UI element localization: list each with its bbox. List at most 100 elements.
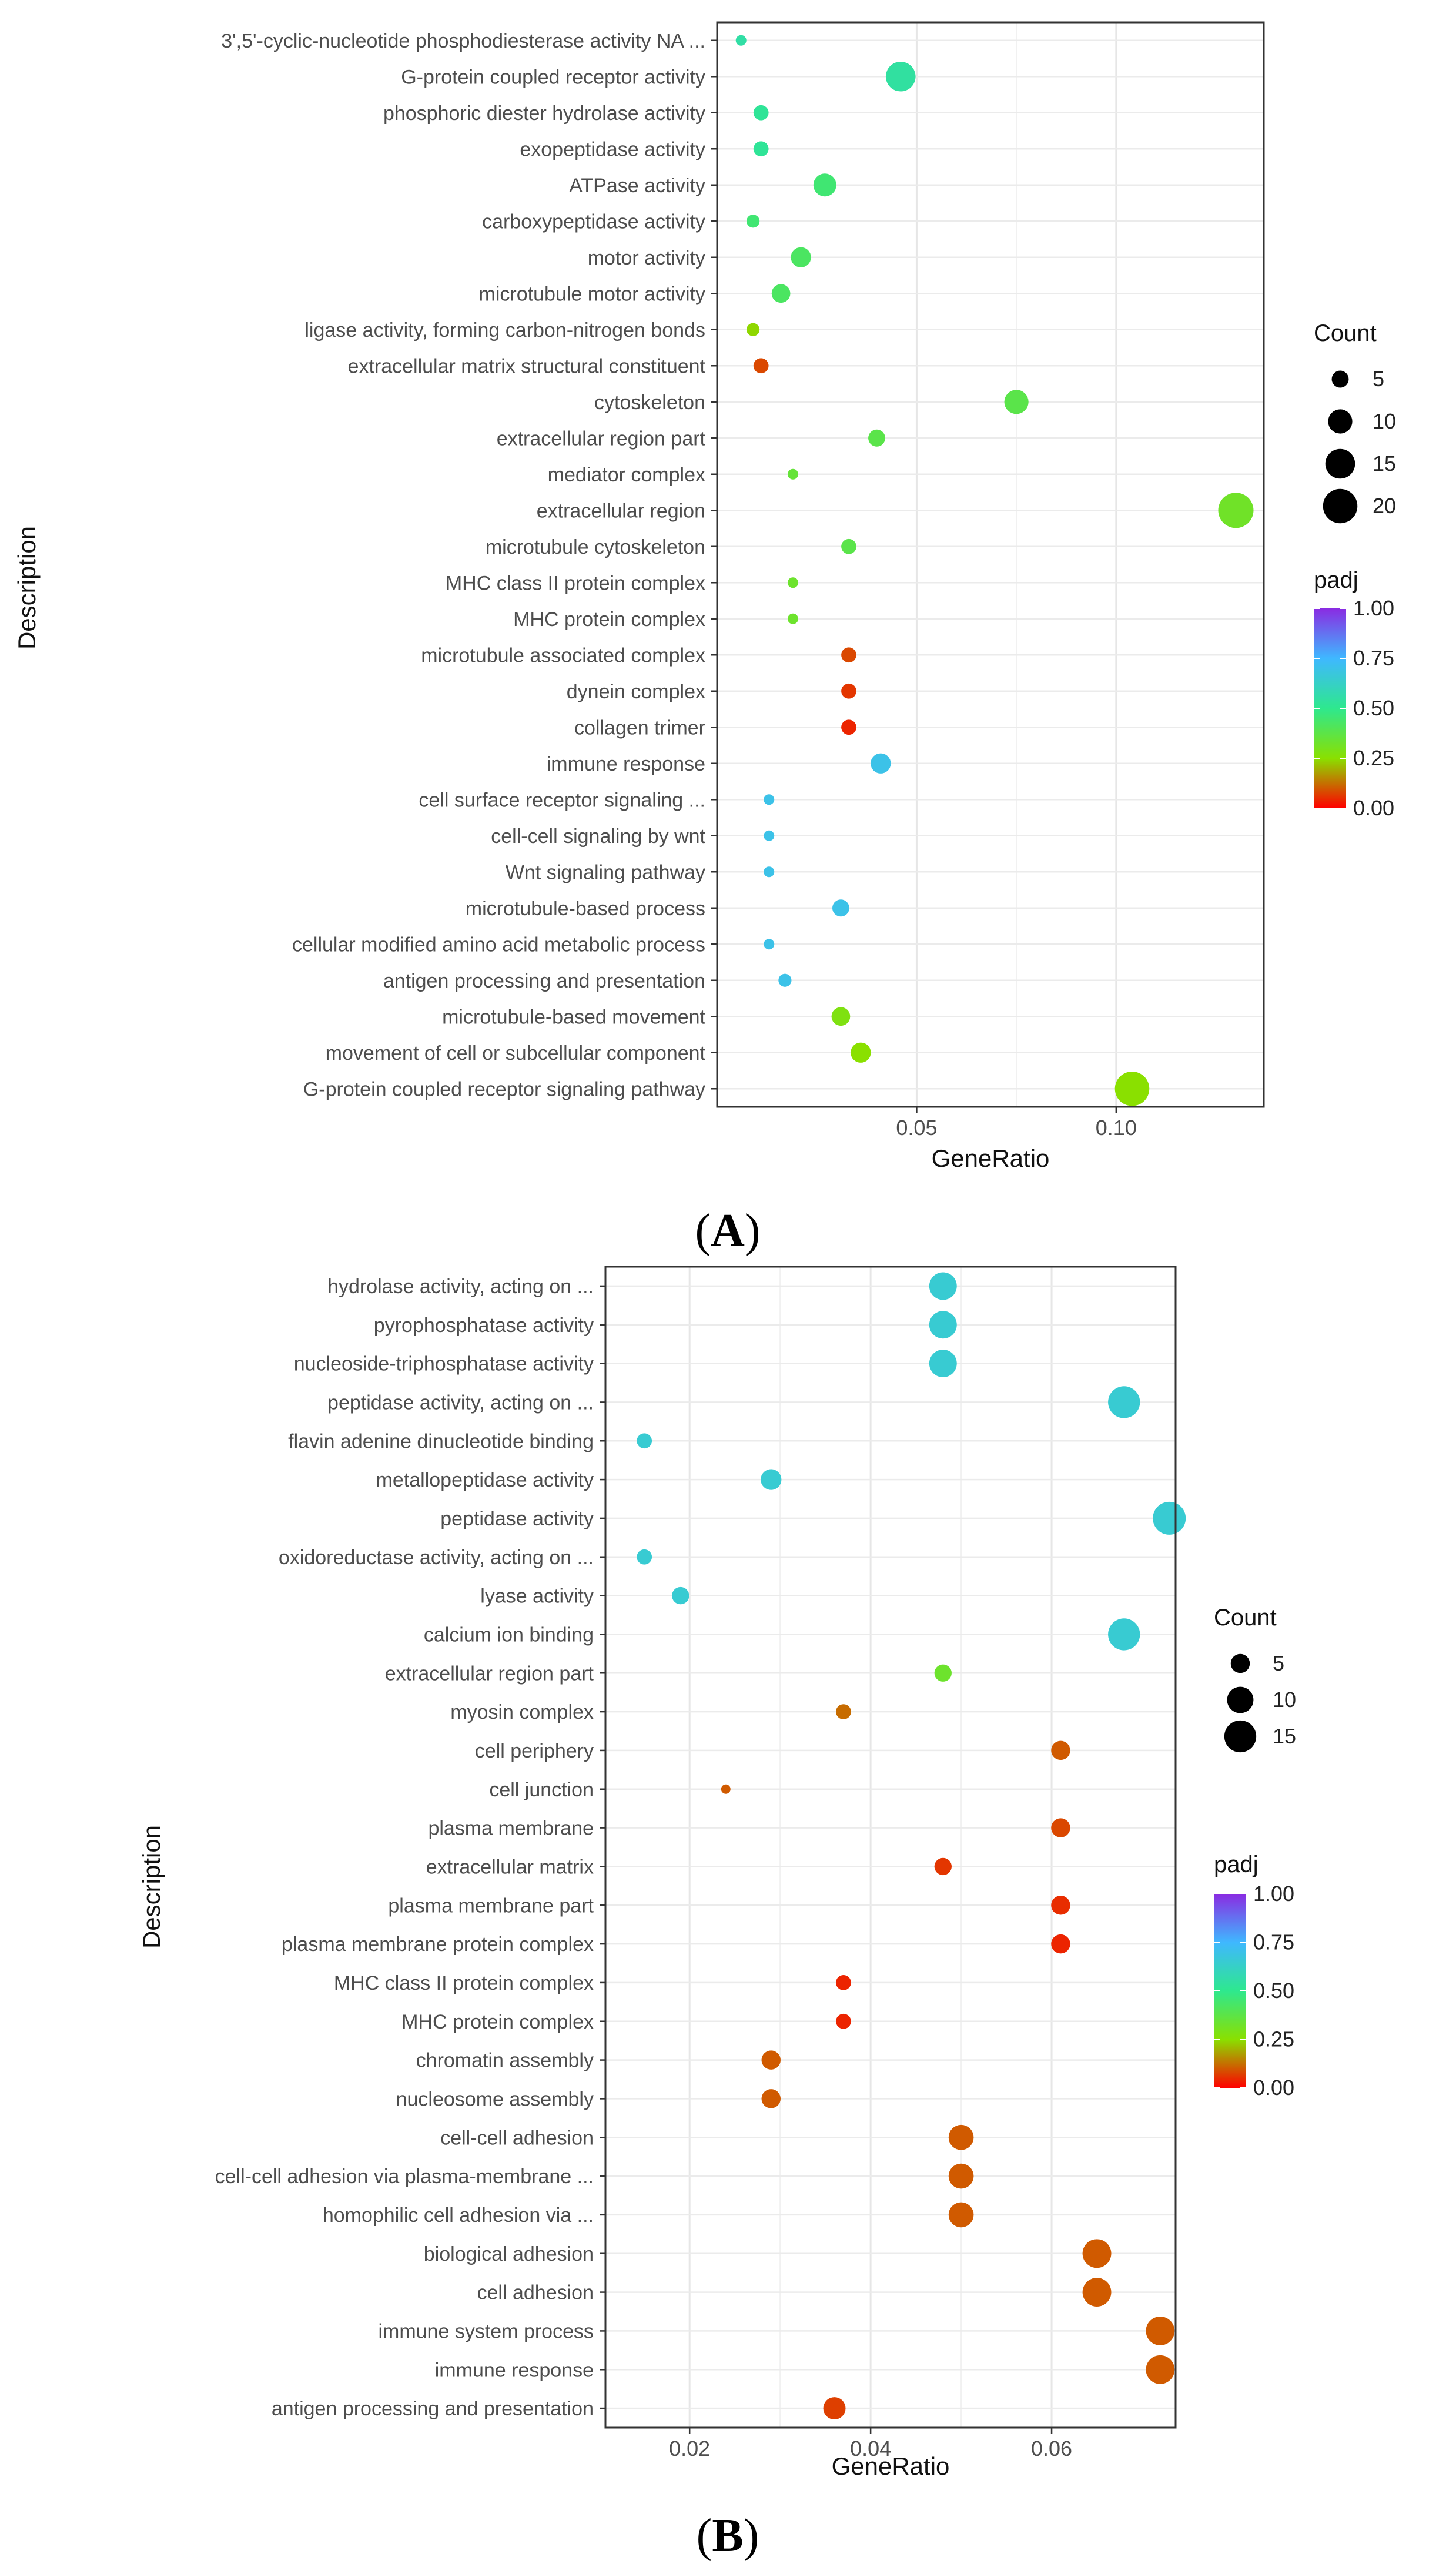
x-tick-label: 0.05	[896, 1116, 937, 1140]
y-tick-label: pyrophosphatase activity	[374, 1314, 594, 1337]
size-legend-label: 15	[1273, 1724, 1296, 1748]
data-point	[841, 719, 856, 735]
size-legend-label: 10	[1273, 1688, 1296, 1712]
y-tick-label: flavin adenine dinucleotide binding	[288, 1430, 594, 1452]
data-point	[764, 830, 775, 841]
data-point	[1218, 493, 1254, 528]
x-tick-label: 0.06	[1031, 2436, 1072, 2461]
panel-b: hydrolase activity, acting on ... pyropho…	[138, 1266, 1296, 2562]
data-point	[753, 105, 769, 121]
data-point	[832, 899, 849, 917]
data-point	[761, 1469, 782, 1490]
panel-caption: (B)	[697, 2510, 759, 2562]
data-point	[637, 1433, 652, 1449]
size-legend-key	[1328, 409, 1353, 434]
data-point	[764, 794, 775, 805]
plot-border	[716, 21, 1265, 1108]
data-point	[948, 2163, 974, 2189]
y-tick-label: oxidoreductase activity, acting on ...	[279, 1547, 594, 1569]
data-point	[841, 683, 856, 699]
y-tick-label: cell periphery	[475, 1740, 594, 1762]
y-tick-label: motor activity	[588, 247, 705, 269]
data-point	[764, 866, 775, 878]
data-point	[948, 2202, 974, 2228]
data-point	[1082, 2278, 1112, 2307]
x-axis-title: GeneRatio	[932, 1144, 1050, 1172]
plot-area	[717, 22, 1264, 1107]
data-point	[1146, 2355, 1175, 2384]
data-point	[1114, 1071, 1150, 1106]
color-legend-label: 0.50	[1353, 696, 1394, 720]
panel-caption-close: )	[745, 1205, 761, 1257]
color-legend-label: 0.50	[1253, 1979, 1294, 2003]
y-tick-label: Wnt signaling pathway	[506, 861, 705, 883]
y-tick-label: antigen processing and presentation	[383, 970, 705, 992]
data-point	[948, 2124, 974, 2150]
data-point	[885, 61, 916, 92]
size-legend-key	[1227, 1686, 1254, 1713]
y-tick-label: 3',5'-cyclic-nucleotide phosphodiesteras…	[221, 30, 705, 52]
data-point	[813, 173, 836, 197]
y-tick-label: homophilic cell adhesion via ...	[323, 2204, 594, 2227]
y-tick-label: mediator complex	[548, 464, 705, 486]
data-point	[1051, 1740, 1070, 1760]
y-tick-label: myosin complex	[450, 1701, 594, 1723]
y-tick-label: G-protein coupled receptor signaling pat…	[303, 1078, 705, 1100]
data-point	[929, 1350, 957, 1378]
y-tick-label: peptidase activity	[440, 1508, 594, 1530]
data-point	[1146, 2316, 1175, 2345]
panel-caption-open: (	[695, 1205, 711, 1257]
y-tick-label: microtubule associated complex	[421, 644, 705, 667]
y-tick-label: cellular modified amino acid metabolic p…	[292, 933, 705, 956]
panel-a: 3',5'-cyclic-nucleotide phosphodiesteras…	[13, 21, 1396, 1257]
y-tick-label: microtubule motor activity	[479, 283, 705, 305]
data-point	[778, 973, 792, 987]
panel-caption-close: )	[744, 2510, 759, 2562]
data-point	[1108, 1386, 1140, 1418]
data-point	[836, 2013, 851, 2029]
size-legend-key	[1230, 1653, 1250, 1673]
data-point	[831, 1007, 851, 1026]
size-legend-title: Count	[1314, 320, 1377, 346]
y-tick-label: MHC protein complex	[401, 2011, 594, 2033]
data-point	[1051, 1896, 1070, 1915]
y-tick-label: antigen processing and presentation	[272, 2398, 594, 2420]
data-point	[721, 1784, 731, 1794]
y-tick-label: lyase activity	[480, 1585, 594, 1608]
size-legend-key	[1323, 488, 1358, 524]
x-axis-title: GeneRatio	[832, 2452, 950, 2480]
y-tick-label: cell-cell signaling by wnt	[491, 825, 705, 848]
color-legend-label: 0.25	[1353, 746, 1394, 770]
data-point	[929, 1311, 957, 1339]
data-point	[841, 647, 856, 663]
data-point	[934, 1857, 952, 1876]
y-tick-label: movement of cell or subcellular componen…	[326, 1042, 706, 1065]
size-legend-label: 5	[1273, 1651, 1284, 1675]
y-tick-label: MHC protein complex	[513, 608, 705, 631]
y-tick-label: nucleoside-triphosphatase activity	[294, 1353, 594, 1375]
y-tick-label: MHC class II protein complex	[334, 1972, 594, 1994]
data-point	[761, 2050, 781, 2070]
data-point	[1153, 1501, 1186, 1535]
y-tick-label: calcium ion binding	[424, 1624, 594, 1646]
data-point	[753, 358, 769, 374]
y-tick-label: microtubule-based process	[466, 898, 705, 920]
y-tick-label: extracellular region	[537, 500, 705, 522]
y-tick-label: immune response	[435, 2359, 594, 2381]
y-tick-label: nucleosome assembly	[396, 2088, 594, 2110]
y-tick-label: cell adhesion	[477, 2282, 594, 2304]
x-tick-label: 0.10	[1096, 1116, 1137, 1140]
data-point	[851, 1042, 871, 1063]
plot-area	[605, 1267, 1176, 2428]
panel-caption-letter: A	[711, 1205, 745, 1257]
size-legend-label: 15	[1373, 451, 1396, 476]
y-axis-title: Description	[138, 1825, 165, 1949]
y-tick-label: phosphoric diester hydrolase activity	[383, 102, 705, 125]
data-point	[753, 141, 769, 157]
data-point	[787, 468, 798, 480]
y-tick-label: cell surface receptor signaling ...	[419, 789, 705, 811]
y-tick-label: metallopeptidase activity	[376, 1469, 594, 1491]
y-tick-label: G-protein coupled receptor activity	[401, 66, 705, 88]
y-tick-label: peptidase activity, acting on ...	[327, 1391, 594, 1414]
